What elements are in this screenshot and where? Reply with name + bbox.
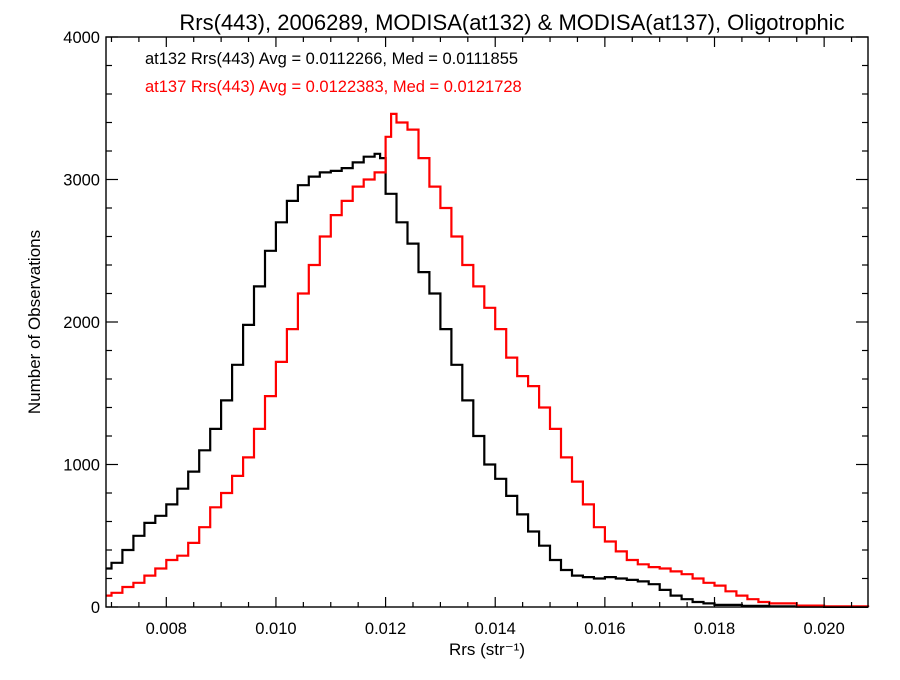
x-tick-label: 0.016 xyxy=(584,620,625,638)
y-tick-label: 3000 xyxy=(63,172,100,190)
y-tick-label: 2000 xyxy=(63,314,100,332)
plot-frame xyxy=(105,36,869,608)
series-layer xyxy=(106,112,870,608)
x-axis-label: Rrs (str⁻¹) xyxy=(449,640,525,659)
x-tick-label: 0.014 xyxy=(475,620,516,638)
y-tick-label: 0 xyxy=(91,599,100,617)
x-tick-label: 0.008 xyxy=(146,620,187,638)
y-axis-label: Number of Observations xyxy=(25,230,44,414)
x-tick-label: 0.020 xyxy=(803,620,844,638)
series-line-0 xyxy=(106,152,870,608)
x-tick-label: 0.012 xyxy=(365,620,406,638)
y-tick-label: 1000 xyxy=(63,457,100,475)
x-tick-label: 0.010 xyxy=(255,620,296,638)
legend-entry-at132: at132 Rrs(443) Avg = 0.0112266, Med = 0.… xyxy=(145,50,518,68)
y-axis: 0 1000 2000 3000 4000 xyxy=(63,29,868,617)
series-line-1 xyxy=(106,112,870,608)
chart-title: Rrs(443), 2006289, MODISA(at132) & MODIS… xyxy=(179,10,844,35)
x-tick-label: 0.018 xyxy=(694,620,735,638)
legend-entry-at137: at137 Rrs(443) Avg = 0.0122383, Med = 0.… xyxy=(145,78,522,96)
x-axis: 0.008 0.010 0.012 0.014 0.016 0.018 0.020 xyxy=(110,37,853,638)
y-tick-label: 4000 xyxy=(63,29,100,47)
